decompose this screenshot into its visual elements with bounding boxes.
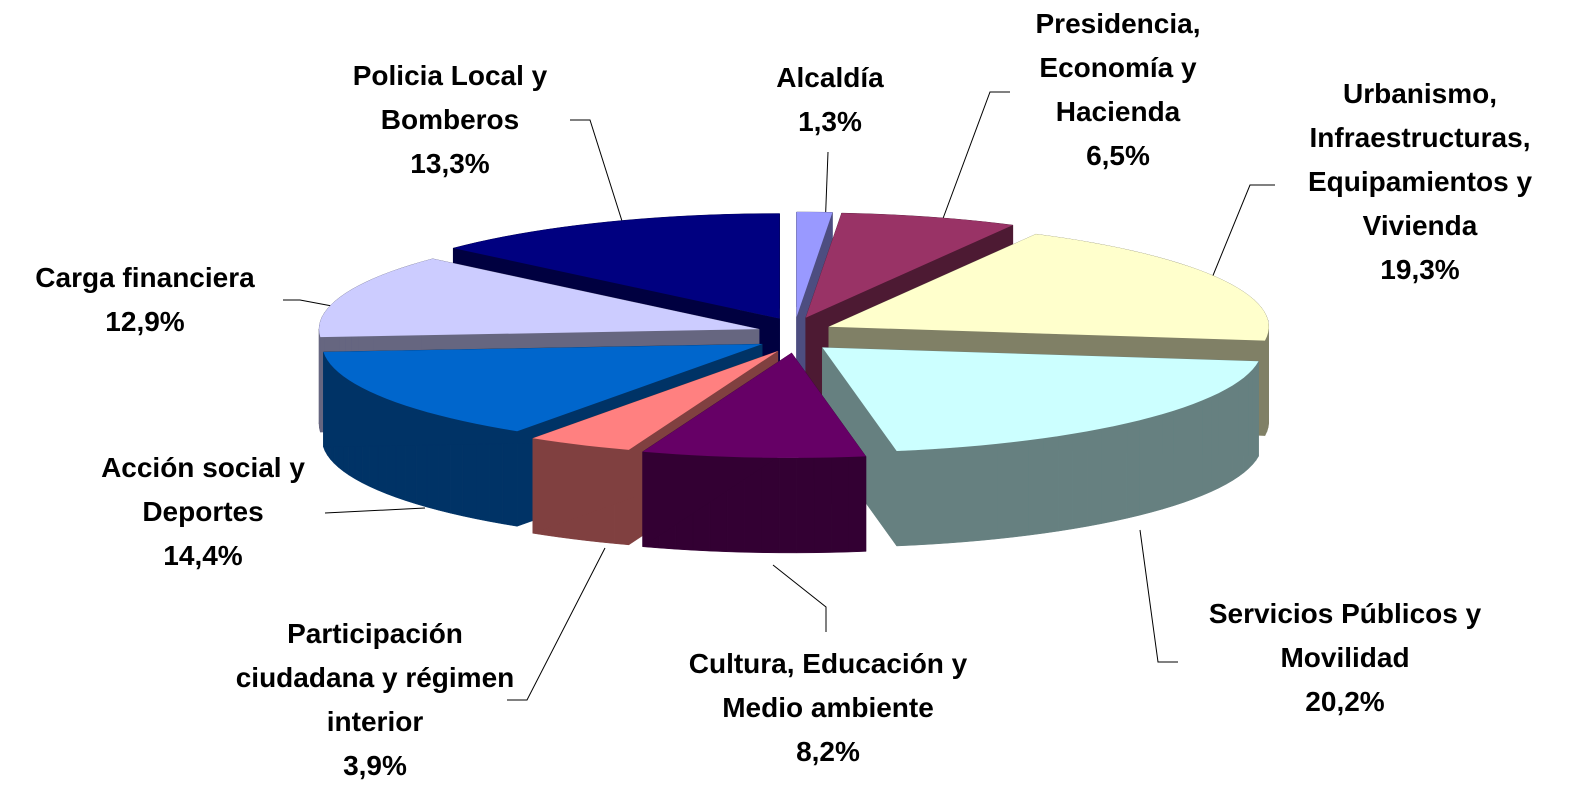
slice-wall [1173, 407, 1184, 507]
slice [822, 347, 1259, 451]
slice-wall [1183, 403, 1194, 503]
slice-wall [1252, 364, 1257, 466]
slice-wall [1139, 416, 1152, 516]
category-label: Policia Local y Bomberos [352, 60, 548, 135]
slice-wall [831, 456, 849, 553]
slice-wall [1255, 360, 1259, 462]
value-label: 6,5% [1086, 140, 1150, 171]
category-label: Urbanismo, Infraestructuras, Equipamient… [1307, 78, 1533, 241]
category-label: Participación ciudadana y régimen interi… [235, 618, 515, 737]
slice-wall [980, 443, 998, 541]
slice [796, 212, 833, 318]
leader-line [507, 547, 606, 701]
category-label: Presidencia, Economía y Hacienda [1035, 8, 1201, 127]
slice-wall [1192, 400, 1203, 500]
slice-label: Servicios Públicos y Movilidad 20,2% [1175, 592, 1515, 724]
slice-wall [1264, 336, 1268, 436]
value-label: 20,2% [1305, 686, 1385, 717]
category-label: Cultura, Educación y Medio ambiente [688, 648, 968, 723]
slice-wall [1202, 396, 1212, 496]
slice-wall [896, 449, 915, 547]
category-label: Alcaldía [776, 62, 884, 93]
slice-label: Acción social y Deportes 14,4% [73, 446, 333, 578]
slice-wall [963, 445, 981, 543]
slice [828, 234, 1269, 341]
slice-wall [1043, 435, 1059, 534]
slice-wall [1100, 425, 1115, 525]
slice-wall [1012, 439, 1029, 538]
leader-line [934, 91, 1010, 241]
slice-label: Participación ciudadana y régimen interi… [235, 612, 515, 788]
slice-label: Urbanismo, Infraestructuras, Equipamient… [1270, 72, 1570, 292]
slice-wall [1238, 377, 1245, 478]
slice [453, 213, 780, 319]
slice-wall [930, 447, 948, 545]
slice [532, 351, 778, 450]
leader-line [1204, 184, 1275, 296]
category-label: Acción social y Deportes [101, 452, 305, 527]
slice-wall [1225, 385, 1233, 485]
slice-wall [761, 457, 780, 554]
leader-line [324, 507, 426, 514]
slice-wall [848, 456, 867, 553]
slice-label: Presidencia, Economía y Hacienda 6,5% [998, 2, 1238, 178]
slice-wall [1162, 410, 1174, 510]
slice [805, 213, 1013, 318]
slice [319, 258, 760, 338]
slice-wall [1150, 413, 1163, 513]
slice-wall [796, 457, 815, 554]
slice-wall [1218, 388, 1227, 489]
leader-line [772, 564, 827, 632]
slice-wall [813, 457, 832, 554]
slice-wall [1086, 428, 1102, 527]
slice-wall [996, 441, 1013, 540]
leader-line [570, 119, 629, 241]
value-label: 19,3% [1380, 254, 1460, 285]
leader-line [1139, 529, 1178, 663]
slice-wall [1058, 433, 1074, 532]
slice-wall [1210, 392, 1219, 493]
slice-label: Policia Local y Bomberos 13,3% [320, 54, 580, 186]
slice-wall [947, 446, 965, 544]
value-label: 12,9% [105, 306, 185, 337]
slice-wall [1243, 373, 1249, 474]
slice-wall [1126, 420, 1140, 519]
slice-wall [1028, 437, 1044, 536]
slice-wall [778, 457, 797, 554]
slice [642, 352, 866, 458]
slice [323, 344, 763, 432]
value-label: 3,9% [343, 750, 407, 781]
slice-label: Alcaldía 1,3% [755, 56, 905, 144]
slice-wall [1072, 431, 1088, 530]
slice-wall [1248, 368, 1253, 470]
category-label: Carga financiera [35, 262, 255, 293]
leader-lines [283, 91, 1275, 701]
slice-wall [1232, 381, 1239, 481]
value-label: 8,2% [796, 736, 860, 767]
category-label: Servicios Públicos y Movilidad [1208, 598, 1482, 673]
pie [318, 211, 1270, 554]
slice-label: Carga financiera 12,9% [0, 256, 295, 344]
value-label: 14,4% [163, 540, 243, 571]
value-label: 13,3% [410, 148, 490, 179]
slice-wall [1113, 422, 1128, 522]
value-label: 1,3% [798, 106, 862, 137]
slice-wall [913, 448, 932, 546]
slice-label: Cultura, Educación y Medio ambiente 8,2% [648, 642, 1008, 774]
